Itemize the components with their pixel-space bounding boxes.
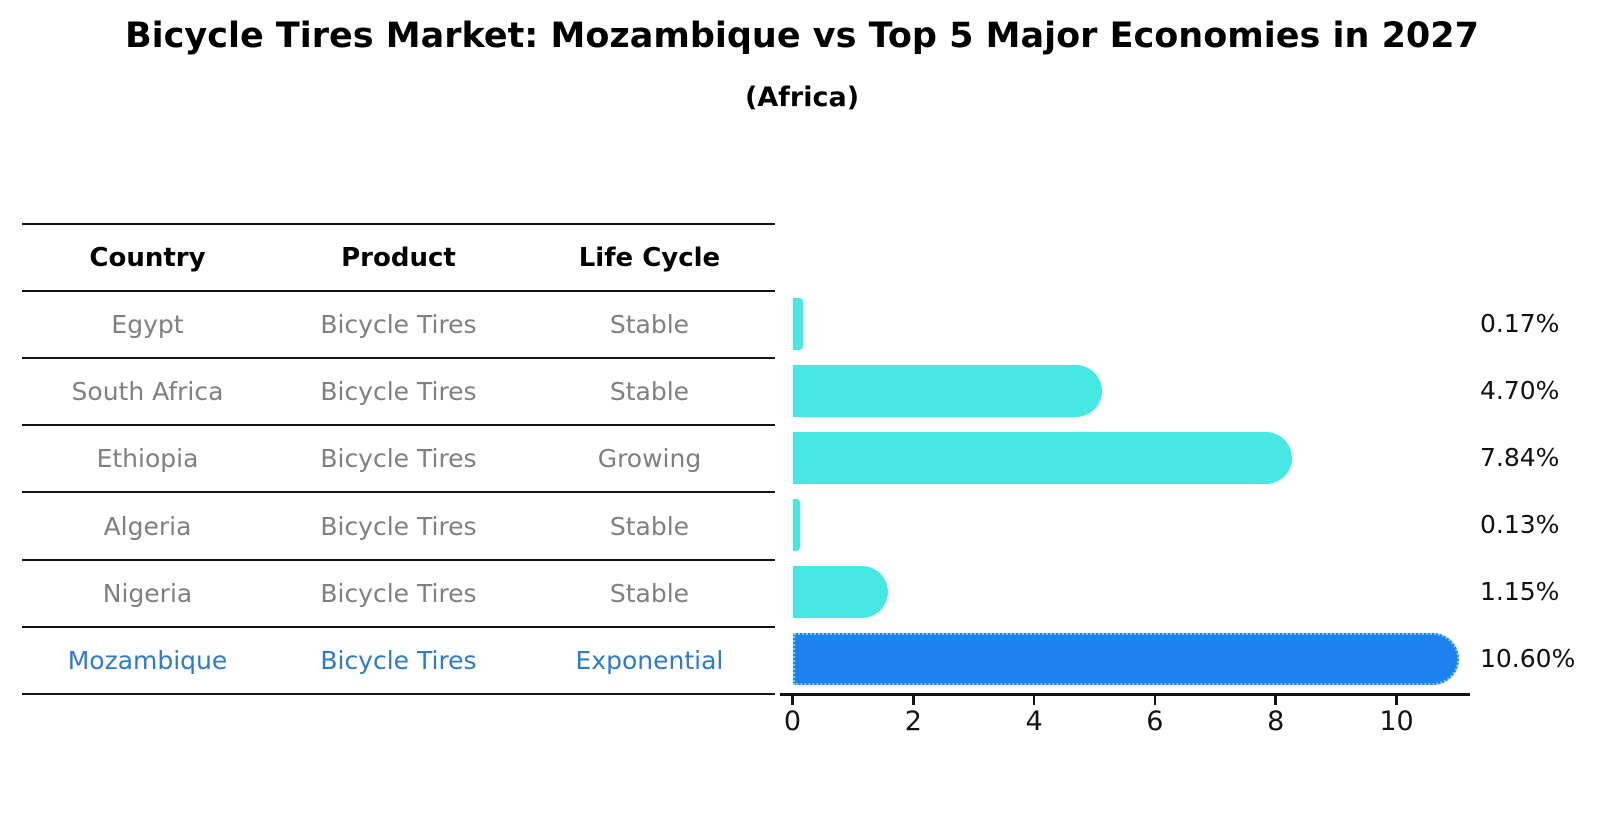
column-header-product: Product xyxy=(341,242,456,273)
bar-south-africa xyxy=(792,364,1103,417)
x-axis-tick-label: 0 xyxy=(783,706,802,737)
x-axis-tick-label: 8 xyxy=(1267,706,1285,737)
chart-title: Bicycle Tires Market: Mozambique vs Top … xyxy=(125,16,1479,56)
cell-life-cycle: Stable xyxy=(609,377,690,407)
cell-country: Egypt xyxy=(111,310,184,340)
country-table: Country Product Life Cycle Egypt Bicycle … xyxy=(22,223,775,695)
column-header-country: Country xyxy=(89,242,206,273)
column-header-lifecycle: Life Cycle xyxy=(578,242,721,273)
bar-egypt xyxy=(792,297,803,350)
x-axis-line xyxy=(780,693,1470,696)
cell-life-cycle: Stable xyxy=(609,310,690,340)
value-label: 7.84% xyxy=(1480,442,1560,472)
x-axis-tick-label: 2 xyxy=(904,706,922,737)
cell-life-cycle: Stable xyxy=(609,578,690,608)
table-row: Egypt Bicycle Tires Stable xyxy=(22,292,775,360)
x-axis-tick-label: 6 xyxy=(1146,706,1164,737)
x-axis-tick xyxy=(912,695,915,705)
cell-life-cycle: Exponential xyxy=(575,645,724,675)
cell-life-cycle: Growing xyxy=(597,444,702,474)
x-axis-tick xyxy=(1395,695,1398,705)
cell-life-cycle: Stable xyxy=(609,511,690,541)
cell-product: Bicycle Tires xyxy=(320,310,477,340)
x-axis-tick xyxy=(1274,695,1277,705)
x-axis-tick xyxy=(1032,695,1036,705)
value-label: 0.17% xyxy=(1480,308,1560,338)
value-label: 1.15% xyxy=(1480,577,1560,607)
bar-nigeria xyxy=(792,566,888,619)
x-axis-tick-label: 10 xyxy=(1379,706,1414,737)
x-axis-tick-label: 4 xyxy=(1025,706,1043,737)
table-row: Ethiopia Bicycle Tires Growing xyxy=(22,426,775,494)
table-header-row: Country Product Life Cycle xyxy=(22,225,775,292)
table-row: Mozambique Bicycle Tires Exponential xyxy=(22,628,775,695)
cell-country: Ethiopia xyxy=(96,444,199,474)
cell-country: Nigeria xyxy=(102,578,193,608)
cell-product: Bicycle Tires xyxy=(320,377,477,407)
cell-product: Bicycle Tires xyxy=(320,444,477,474)
cell-country: Algeria xyxy=(103,511,192,541)
x-axis-tick xyxy=(1153,695,1157,705)
value-label: 10.60% xyxy=(1480,644,1576,674)
chart-subtitle: (Africa) xyxy=(744,82,860,113)
x-axis-tick xyxy=(791,695,794,705)
cell-country: Mozambique xyxy=(67,645,228,675)
bar-mozambique xyxy=(792,633,1459,686)
value-label: 0.13% xyxy=(1480,510,1560,540)
bar-algeria xyxy=(792,499,801,552)
cell-country: South Africa xyxy=(71,377,224,407)
cell-product: Bicycle Tires xyxy=(320,511,477,541)
table-row: Algeria Bicycle Tires Stable xyxy=(22,493,775,561)
bar-ethiopia xyxy=(792,431,1293,484)
cell-product: Bicycle Tires xyxy=(320,578,477,608)
table-row: Nigeria Bicycle Tires Stable xyxy=(22,561,775,628)
value-label: 4.70% xyxy=(1480,375,1560,405)
table-body: Egypt Bicycle Tires Stable South Africa Bicy… xyxy=(22,292,775,695)
table-row: South Africa Bicycle Tires Stable xyxy=(22,359,775,427)
cell-product: Bicycle Tires xyxy=(320,645,477,675)
